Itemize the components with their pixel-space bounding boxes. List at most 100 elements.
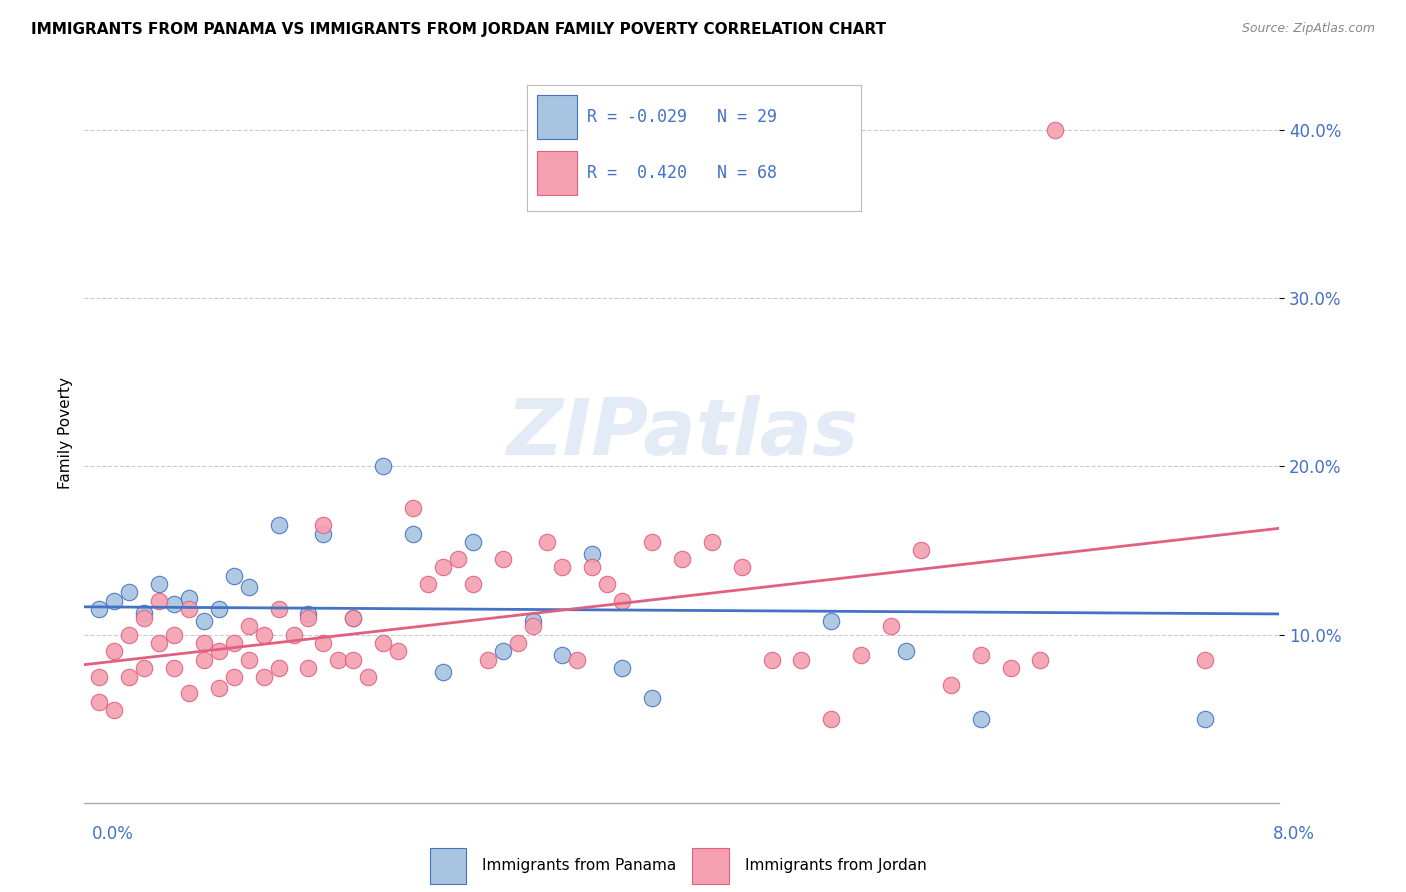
Point — [612, 661, 634, 675]
Point — [820, 614, 842, 628]
Point — [1194, 653, 1216, 667]
Point — [222, 670, 245, 684]
Point — [222, 568, 245, 582]
Point — [1000, 661, 1022, 675]
Point — [357, 670, 380, 684]
Point — [163, 661, 186, 675]
Point — [342, 653, 364, 667]
Point — [103, 594, 125, 608]
Point — [208, 681, 231, 696]
Point — [641, 535, 664, 549]
Point — [342, 610, 364, 624]
Point — [432, 560, 454, 574]
Text: 8.0%: 8.0% — [1272, 825, 1315, 843]
Text: IMMIGRANTS FROM PANAMA VS IMMIGRANTS FROM JORDAN FAMILY POVERTY CORRELATION CHAR: IMMIGRANTS FROM PANAMA VS IMMIGRANTS FRO… — [31, 22, 886, 37]
Point — [148, 636, 170, 650]
Point — [761, 653, 783, 667]
Point — [1029, 653, 1052, 667]
Point — [447, 551, 470, 566]
Point — [671, 551, 693, 566]
Point — [567, 653, 589, 667]
Point — [89, 602, 111, 616]
Point — [373, 636, 395, 650]
Point — [267, 661, 290, 675]
Point — [581, 547, 603, 561]
Point — [163, 597, 186, 611]
Point — [118, 670, 141, 684]
Point — [238, 581, 260, 595]
Point — [731, 560, 754, 574]
Point — [238, 619, 260, 633]
Point — [416, 577, 439, 591]
Point — [387, 644, 409, 658]
Point — [312, 526, 335, 541]
Point — [402, 526, 425, 541]
Point — [238, 653, 260, 667]
Point — [820, 712, 842, 726]
Point — [522, 619, 544, 633]
Point — [461, 535, 484, 549]
Point — [267, 518, 290, 533]
Text: Source: ZipAtlas.com: Source: ZipAtlas.com — [1241, 22, 1375, 36]
Point — [612, 594, 634, 608]
Point — [208, 602, 231, 616]
Point — [89, 670, 111, 684]
Point — [267, 602, 290, 616]
Point — [312, 636, 335, 650]
Point — [461, 577, 484, 591]
Point — [581, 560, 603, 574]
Point — [222, 636, 245, 650]
Point — [551, 560, 574, 574]
Point — [193, 653, 215, 667]
Point — [328, 653, 350, 667]
Point — [208, 644, 231, 658]
Point — [506, 636, 529, 650]
Point — [132, 606, 156, 620]
Point — [177, 602, 200, 616]
Point — [551, 648, 574, 662]
Point — [193, 614, 215, 628]
Text: 0.0%: 0.0% — [91, 825, 134, 843]
Point — [1045, 122, 1067, 136]
Point — [297, 661, 319, 675]
Point — [970, 648, 993, 662]
Point — [492, 644, 515, 658]
Point — [342, 610, 364, 624]
Point — [148, 594, 170, 608]
Point — [894, 644, 917, 658]
Point — [103, 644, 125, 658]
Point — [492, 551, 515, 566]
Point — [253, 670, 276, 684]
Point — [596, 577, 619, 591]
Point — [118, 627, 141, 641]
Point — [193, 636, 215, 650]
Point — [477, 653, 499, 667]
Point — [132, 610, 156, 624]
Point — [910, 543, 932, 558]
Point — [118, 585, 141, 599]
Point — [700, 535, 723, 549]
Point — [641, 691, 664, 706]
Text: ZIPatlas: ZIPatlas — [506, 394, 858, 471]
Point — [132, 661, 156, 675]
Point — [790, 653, 813, 667]
Point — [1194, 712, 1216, 726]
Point — [177, 591, 200, 605]
Point — [851, 648, 873, 662]
Point — [253, 627, 276, 641]
Point — [148, 577, 170, 591]
Point — [522, 614, 544, 628]
Point — [880, 619, 903, 633]
Point — [163, 627, 186, 641]
Point — [970, 712, 993, 726]
Point — [297, 607, 319, 622]
Point — [312, 518, 335, 533]
Point — [536, 535, 558, 549]
Point — [103, 703, 125, 717]
Point — [177, 686, 200, 700]
Point — [297, 610, 319, 624]
Point — [89, 695, 111, 709]
Y-axis label: Family Poverty: Family Poverty — [58, 376, 73, 489]
Point — [283, 627, 305, 641]
Point — [432, 665, 454, 679]
